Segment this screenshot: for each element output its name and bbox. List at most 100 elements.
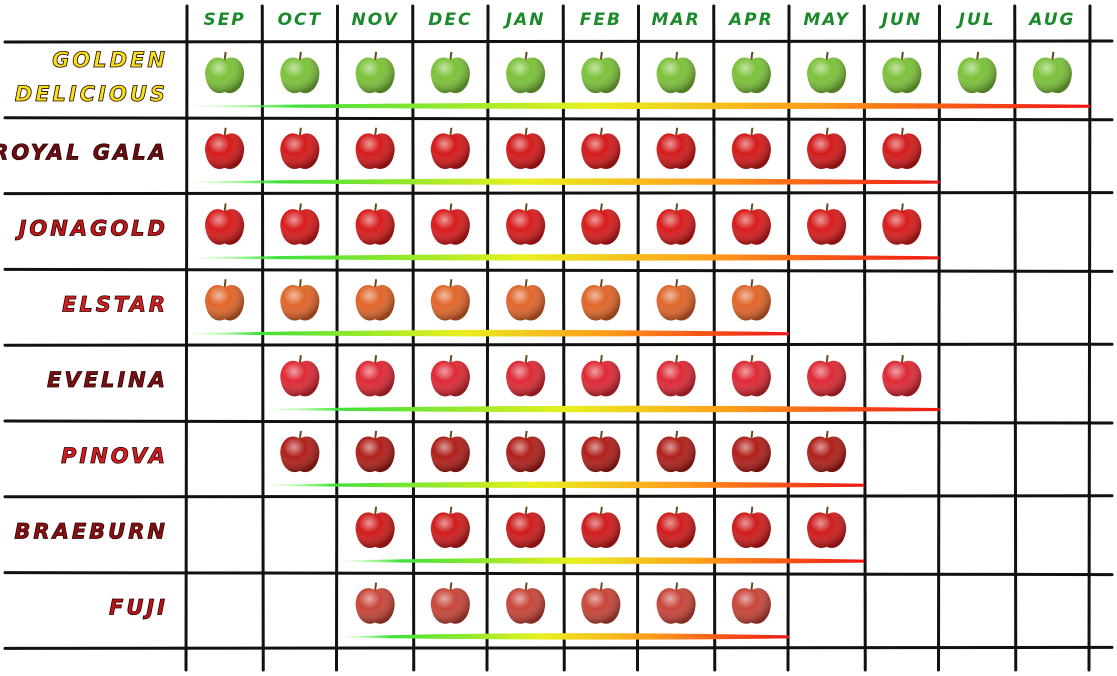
apple (581, 582, 621, 624)
apple-stem (825, 354, 829, 364)
apple (957, 51, 997, 94)
apple (882, 51, 922, 94)
apple-stem (750, 51, 754, 61)
apple (506, 203, 546, 245)
apple (656, 582, 696, 624)
apple-stem (449, 203, 453, 212)
apple-shine (506, 57, 546, 94)
apple-shine (656, 57, 696, 94)
apple-stem (825, 506, 829, 515)
apple-stem (449, 506, 453, 515)
variety-label: EVELINA (47, 368, 168, 392)
apple (656, 127, 696, 169)
apple-shine (731, 133, 771, 169)
apple-shine (355, 209, 395, 245)
grid-line (937, 4, 941, 672)
apple-stem (675, 354, 679, 364)
apple-shine (656, 209, 696, 245)
apple-shine (731, 588, 771, 624)
apple-stem (675, 127, 679, 136)
apple-stem (825, 203, 829, 212)
apple (656, 51, 696, 94)
apple-stem (223, 203, 227, 212)
apple (581, 279, 621, 321)
apple (430, 51, 470, 94)
apple-stem (223, 279, 227, 288)
apple-stem (599, 203, 603, 212)
apple-shine (957, 57, 997, 94)
apple-shine (656, 436, 696, 473)
apple-shine (807, 436, 847, 473)
apple-shine (731, 209, 771, 245)
apple-shine (581, 133, 621, 169)
apple (430, 354, 470, 397)
apple-stem (524, 354, 528, 364)
apple-shine (581, 436, 621, 473)
apple-shine (355, 57, 395, 94)
apple (731, 127, 771, 169)
apple-shine (506, 436, 546, 473)
month-label: SEP (203, 10, 245, 30)
apple-shine (882, 57, 922, 94)
grid-line (3, 267, 1114, 273)
apple-stem (298, 127, 302, 136)
apple-stem (750, 506, 754, 515)
apple-stem (374, 354, 378, 364)
apple-shine (430, 588, 470, 624)
apple-shine (506, 512, 546, 548)
apple-shine (807, 133, 847, 169)
apple-stem (599, 582, 603, 591)
grid-line (1013, 4, 1018, 672)
apple-stem (449, 354, 453, 364)
apple-shine (430, 209, 470, 245)
apple (882, 354, 922, 397)
apple-stem (374, 506, 378, 515)
season-bar (187, 102, 1090, 110)
apple (355, 127, 395, 169)
apple (280, 127, 320, 169)
apple-shine (882, 360, 922, 397)
apple (280, 430, 320, 473)
apple (430, 279, 470, 321)
apple (807, 354, 847, 397)
grid-line (3, 645, 1114, 650)
apple-stem (900, 354, 904, 364)
apple-stem (900, 203, 904, 212)
apple (430, 127, 470, 169)
apple-stem (298, 279, 302, 288)
apple-stem (675, 279, 679, 288)
apple-stem (675, 51, 679, 61)
apple-stem (750, 430, 754, 440)
apple-shine (731, 284, 771, 321)
apple-shine (506, 360, 546, 397)
apple-stem (298, 430, 302, 440)
apple-shine (430, 436, 470, 473)
grid-line (184, 4, 189, 672)
apple-stem (449, 127, 453, 136)
apple-stem (900, 51, 904, 61)
apple (807, 430, 847, 473)
apple (731, 51, 771, 94)
apple-stem (750, 582, 754, 591)
apple (656, 430, 696, 473)
season-bar (187, 178, 940, 185)
apple (205, 203, 245, 245)
apple-shine (430, 360, 470, 397)
apple (355, 203, 395, 245)
apple-stem (825, 51, 829, 61)
apple-shine (280, 133, 320, 169)
apple-stem (298, 354, 302, 364)
apple-shine (882, 209, 922, 245)
month-label: APR (727, 10, 774, 30)
season-bar (187, 254, 940, 261)
apple-shine (807, 57, 847, 94)
season-bar (262, 481, 865, 489)
apple-shine (581, 209, 621, 245)
apple (731, 582, 771, 624)
apple (280, 354, 320, 397)
apple-stem (298, 203, 302, 212)
month-label: NOV (352, 10, 399, 30)
apple-shine (581, 284, 621, 321)
apple-shine (506, 133, 546, 169)
